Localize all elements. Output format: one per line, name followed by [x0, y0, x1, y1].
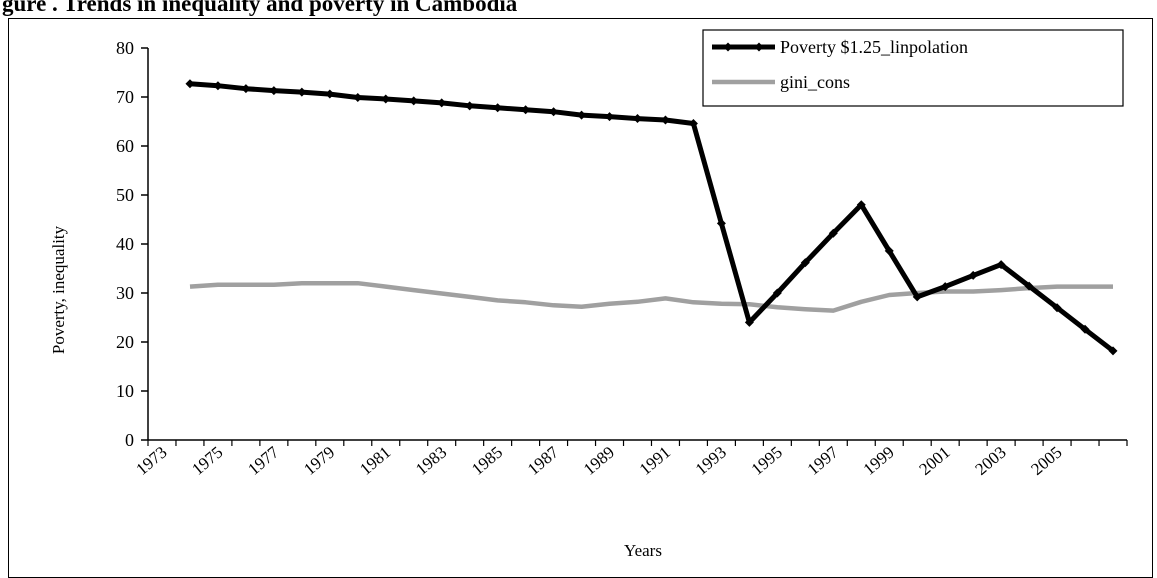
x-tick-label: 1987 [524, 442, 563, 479]
data-point [269, 86, 279, 96]
data-point [744, 317, 754, 327]
data-point [521, 105, 531, 115]
data-point [688, 118, 698, 128]
legend-marker [723, 42, 733, 52]
x-tick-label: 1999 [860, 443, 898, 479]
x-tick-label: 1981 [356, 443, 394, 479]
data-point [437, 98, 447, 108]
data-point [1108, 346, 1118, 356]
data-point [381, 94, 391, 104]
data-point [940, 282, 950, 292]
data-point [241, 84, 251, 94]
x-tick-label: 1977 [244, 442, 283, 479]
legend-label: Poverty $1.25_linpolation [780, 37, 968, 57]
data-point [325, 89, 335, 99]
y-tick-label: 40 [116, 234, 134, 254]
y-tick-label: 30 [116, 283, 134, 303]
y-tick-label: 10 [116, 381, 134, 401]
data-point [716, 218, 726, 228]
data-point [856, 200, 866, 210]
legend-label: gini_cons [780, 72, 850, 92]
line-chart: 0 10 20 30 40 50 60 70 80 1973 1975 1977 1979 1981 198… [49, 29, 1128, 558]
data-point [772, 288, 782, 298]
data-point [577, 110, 587, 120]
data-point [828, 228, 838, 238]
data-point [884, 246, 894, 256]
data-point [297, 87, 307, 97]
data-point [185, 79, 195, 89]
figure-title: gure . Trends in inequality and poverty … [2, 0, 518, 16]
data-point [633, 114, 642, 124]
x-tick-label: 2005 [1027, 443, 1065, 479]
legend-marker [754, 42, 764, 52]
data-point [1080, 324, 1090, 334]
data-point [660, 115, 670, 125]
data-point [1052, 303, 1062, 313]
data-point [968, 270, 978, 280]
x-tick-label: 1985 [468, 443, 506, 479]
series-line [189, 280, 1113, 313]
y-tick-label: 70 [116, 87, 134, 107]
x-tick-label: 1995 [748, 443, 786, 479]
y-tick-label: 80 [116, 38, 134, 58]
data-point [1024, 281, 1034, 291]
legend-box [702, 29, 1124, 107]
data-point [493, 103, 503, 113]
data-point [800, 258, 810, 268]
data-point [912, 292, 922, 302]
y-tick-label: 20 [116, 332, 134, 352]
x-tick-label: 1997 [804, 442, 843, 479]
x-tick-label: 1975 [188, 443, 226, 479]
x-tick-label: 2003 [971, 443, 1009, 479]
data-point [996, 260, 1006, 270]
x-tick-label: 1991 [636, 443, 674, 479]
legend: Poverty $1.25_linpolation gini_cons [702, 29, 1124, 107]
data-point [353, 92, 363, 102]
series-layer [185, 79, 1118, 356]
x-tick-label: 1993 [692, 443, 730, 479]
data-point [465, 101, 475, 111]
y-tick-label: 50 [116, 185, 134, 205]
series-line [189, 81, 1115, 353]
x-tick-label: 1989 [580, 443, 618, 479]
data-point [213, 81, 223, 91]
data-point [409, 96, 419, 106]
data-point [549, 107, 559, 117]
x-tick-label: 1973 [132, 443, 170, 479]
y-tick-label: 0 [125, 430, 134, 450]
x-tick-label: 1979 [300, 443, 338, 479]
x-tick-label: 1983 [412, 443, 450, 479]
y-axis-label: Poverty, inequality [49, 225, 68, 354]
x-axis-label: Years [624, 541, 662, 558]
data-point [605, 112, 615, 122]
y-tick-label: 60 [116, 136, 134, 156]
x-tick-label: 2001 [915, 443, 953, 479]
